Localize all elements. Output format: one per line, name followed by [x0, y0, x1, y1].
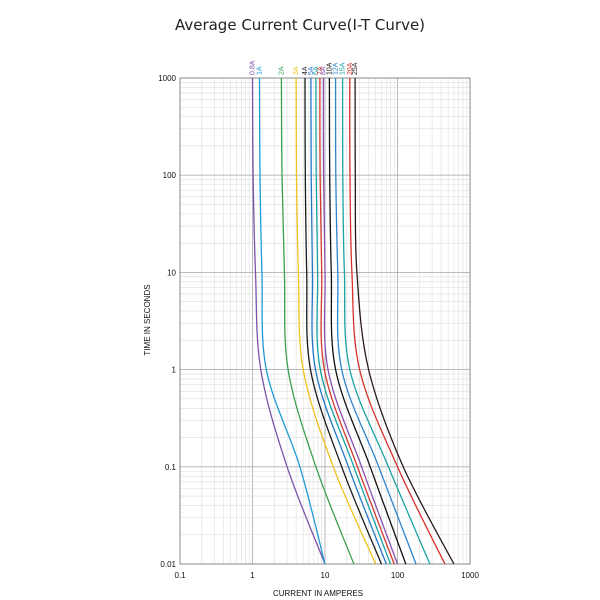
series-curve-4A	[304, 77, 383, 565]
y-tick-label: 1	[172, 366, 177, 375]
curves	[251, 77, 455, 565]
y-tick-label: 10	[167, 268, 176, 277]
series-label-15A: 15A	[340, 62, 347, 75]
series-label-6A: 6A	[313, 66, 320, 75]
series-curve-1A	[258, 77, 326, 565]
series-label-7A: 7A	[317, 66, 324, 75]
series-curve-10A	[328, 77, 407, 565]
series-label-12A: 12A	[333, 62, 340, 75]
y-tick-label: 100	[163, 171, 177, 180]
tick-labels: 0.1 1 10 100 1000 0.01 0.1 1 10 100 1000	[158, 74, 479, 580]
series-curve-8A	[322, 77, 399, 565]
series-label-20A: 20A	[347, 62, 354, 75]
series-label-5A: 5A	[308, 66, 315, 75]
series-curve-7A	[319, 77, 395, 565]
series-label-8A: 8A	[320, 66, 327, 75]
series-curve-6A	[315, 77, 392, 565]
series-curve-15A	[341, 77, 431, 565]
x-tick-label: 0.1	[174, 571, 186, 580]
y-axis-title: TIME IN SECONDS	[143, 284, 152, 355]
series-label-2A: 2A	[278, 66, 285, 75]
series-curve-25A	[354, 77, 455, 565]
series-label-1A: 1A	[257, 66, 264, 75]
series-label-0.8A: 0.8A	[250, 60, 257, 75]
series-curve-0.8A	[251, 77, 326, 565]
y-tick-label: 0.01	[160, 560, 176, 569]
series-curve-5A	[310, 77, 387, 565]
series-label-3A: 3A	[293, 66, 300, 75]
x-tick-label: 1000	[461, 571, 479, 580]
series-curve-20A	[349, 77, 446, 565]
y-tick-label: 0.1	[165, 463, 177, 472]
series-curve-3A	[295, 77, 377, 565]
x-tick-label: 1	[250, 571, 255, 580]
chart-title: Average Current Curve(I-T Curve)	[174, 16, 426, 34]
series-curve-12A	[334, 77, 417, 565]
y-tick-label: 1000	[158, 74, 176, 83]
series-label-4A: 4A	[302, 66, 309, 75]
series-label-10A: 10A	[326, 62, 333, 75]
series-label-25A: 25A	[352, 62, 359, 75]
x-tick-label: 10	[321, 571, 330, 580]
x-tick-label: 100	[391, 571, 405, 580]
x-axis-title: CURRENT IN AMPERES	[273, 589, 363, 598]
series-curve-2A	[280, 77, 355, 565]
